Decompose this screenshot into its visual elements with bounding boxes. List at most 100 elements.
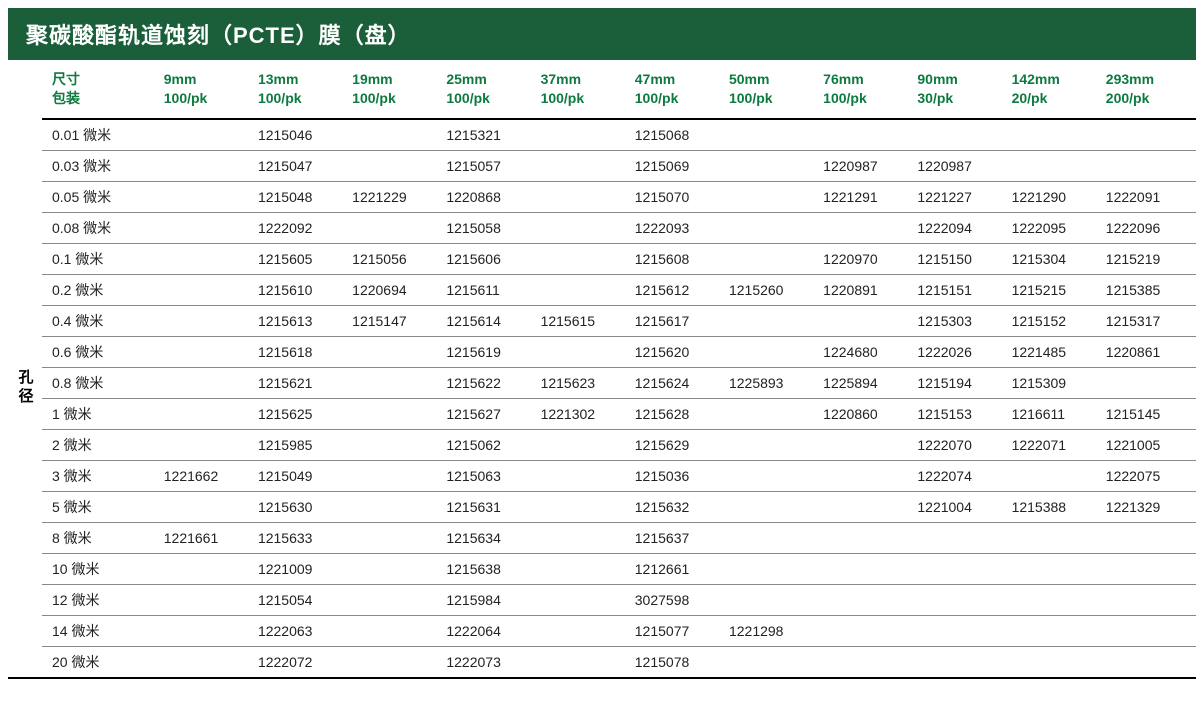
cell: 1224680 xyxy=(819,336,913,367)
cell xyxy=(537,181,631,212)
cell: 1220861 xyxy=(1102,336,1196,367)
cell xyxy=(819,429,913,460)
table-row: 2 微米121598512150621215629122207012220711… xyxy=(42,429,1196,460)
cell xyxy=(725,584,819,615)
cell xyxy=(913,119,1007,151)
cell: 1221291 xyxy=(819,181,913,212)
cell xyxy=(1008,150,1102,181)
cell: 1215047 xyxy=(254,150,348,181)
cell xyxy=(160,336,254,367)
row-label: 5 微米 xyxy=(42,491,160,522)
header-pack: 100/pk xyxy=(164,90,208,106)
cell: 1215638 xyxy=(442,553,536,584)
row-label: 0.03 微米 xyxy=(42,150,160,181)
cell: 1215058 xyxy=(442,212,536,243)
column-header-1: 13mm100/pk xyxy=(254,60,348,119)
cell: 1221662 xyxy=(160,460,254,491)
cell xyxy=(1008,460,1102,491)
column-header-8: 90mm30/pk xyxy=(913,60,1007,119)
cell: 1221004 xyxy=(913,491,1007,522)
header-line2: 包装 xyxy=(52,90,80,106)
cell: 1215606 xyxy=(442,243,536,274)
cell xyxy=(819,305,913,336)
cell: 1215610 xyxy=(254,274,348,305)
header-pack: 20/pk xyxy=(1012,90,1048,106)
cell xyxy=(1008,553,1102,584)
cell: 1222064 xyxy=(442,615,536,646)
cell xyxy=(160,429,254,460)
cell: 1220694 xyxy=(348,274,442,305)
cell xyxy=(537,522,631,553)
cell: 1220860 xyxy=(819,398,913,429)
header-size: 76mm xyxy=(823,71,863,87)
row-label: 10 微米 xyxy=(42,553,160,584)
cell: 1215625 xyxy=(254,398,348,429)
cell: 1212661 xyxy=(631,553,725,584)
cell: 1215260 xyxy=(725,274,819,305)
cell: 1220987 xyxy=(913,150,1007,181)
cell: 1225894 xyxy=(819,367,913,398)
cell xyxy=(725,491,819,522)
cell: 1215147 xyxy=(348,305,442,336)
cell xyxy=(913,584,1007,615)
column-header-0: 9mm100/pk xyxy=(160,60,254,119)
cell: 1221302 xyxy=(537,398,631,429)
row-label: 8 微米 xyxy=(42,522,160,553)
cell xyxy=(1008,646,1102,677)
table-header: 尺寸包装9mm100/pk13mm100/pk19mm100/pk25mm100… xyxy=(42,60,1196,119)
column-header-label: 尺寸包装 xyxy=(42,60,160,119)
cell xyxy=(725,522,819,553)
row-label: 0.01 微米 xyxy=(42,119,160,151)
header-size: 13mm xyxy=(258,71,298,87)
cell: 1221298 xyxy=(725,615,819,646)
cell xyxy=(1102,367,1196,398)
column-header-9: 142mm20/pk xyxy=(1008,60,1102,119)
cell: 1215309 xyxy=(1008,367,1102,398)
header-pack: 100/pk xyxy=(541,90,585,106)
row-label: 0.08 微米 xyxy=(42,212,160,243)
table-row: 8 微米1221661121563312156341215637 xyxy=(42,522,1196,553)
table-row: 0.8 微米1215621121562212156231215624122589… xyxy=(42,367,1196,398)
cell: 1215078 xyxy=(631,646,725,677)
cell: 1215215 xyxy=(1008,274,1102,305)
cell xyxy=(348,429,442,460)
title-bar: 聚碳酸酯轨道蚀刻（PCTE）膜（盘） xyxy=(8,8,1196,60)
cell: 1215054 xyxy=(254,584,348,615)
cell: 1220891 xyxy=(819,274,913,305)
cell: 1221005 xyxy=(1102,429,1196,460)
cell: 1215612 xyxy=(631,274,725,305)
cell: 1222026 xyxy=(913,336,1007,367)
cell xyxy=(348,150,442,181)
table-row: 0.08 微米122209212150581222093122209412220… xyxy=(42,212,1196,243)
cell xyxy=(348,460,442,491)
cell: 1215152 xyxy=(1008,305,1102,336)
cell xyxy=(537,460,631,491)
cell: 1215630 xyxy=(254,491,348,522)
cell: 1215321 xyxy=(442,119,536,151)
cell xyxy=(537,429,631,460)
cell xyxy=(913,615,1007,646)
cell: 1215623 xyxy=(537,367,631,398)
header-size: 19mm xyxy=(352,71,392,87)
cell: 1221009 xyxy=(254,553,348,584)
header-size: 293mm xyxy=(1106,71,1154,87)
cell: 1215637 xyxy=(631,522,725,553)
cell xyxy=(1008,522,1102,553)
cell xyxy=(160,243,254,274)
cell xyxy=(913,646,1007,677)
column-header-5: 47mm100/pk xyxy=(631,60,725,119)
table-row: 0.03 微米121504712150571215069122098712209… xyxy=(42,150,1196,181)
cell xyxy=(725,150,819,181)
cell: 1215145 xyxy=(1102,398,1196,429)
cell: 1215615 xyxy=(537,305,631,336)
cell xyxy=(348,646,442,677)
cell xyxy=(348,367,442,398)
row-label: 0.1 微米 xyxy=(42,243,160,274)
header-size: 37mm xyxy=(541,71,581,87)
cell xyxy=(348,553,442,584)
header-line1: 尺寸 xyxy=(52,71,80,87)
cell: 1222094 xyxy=(913,212,1007,243)
cell: 1215611 xyxy=(442,274,536,305)
row-label: 14 微米 xyxy=(42,615,160,646)
row-label: 0.2 微米 xyxy=(42,274,160,305)
